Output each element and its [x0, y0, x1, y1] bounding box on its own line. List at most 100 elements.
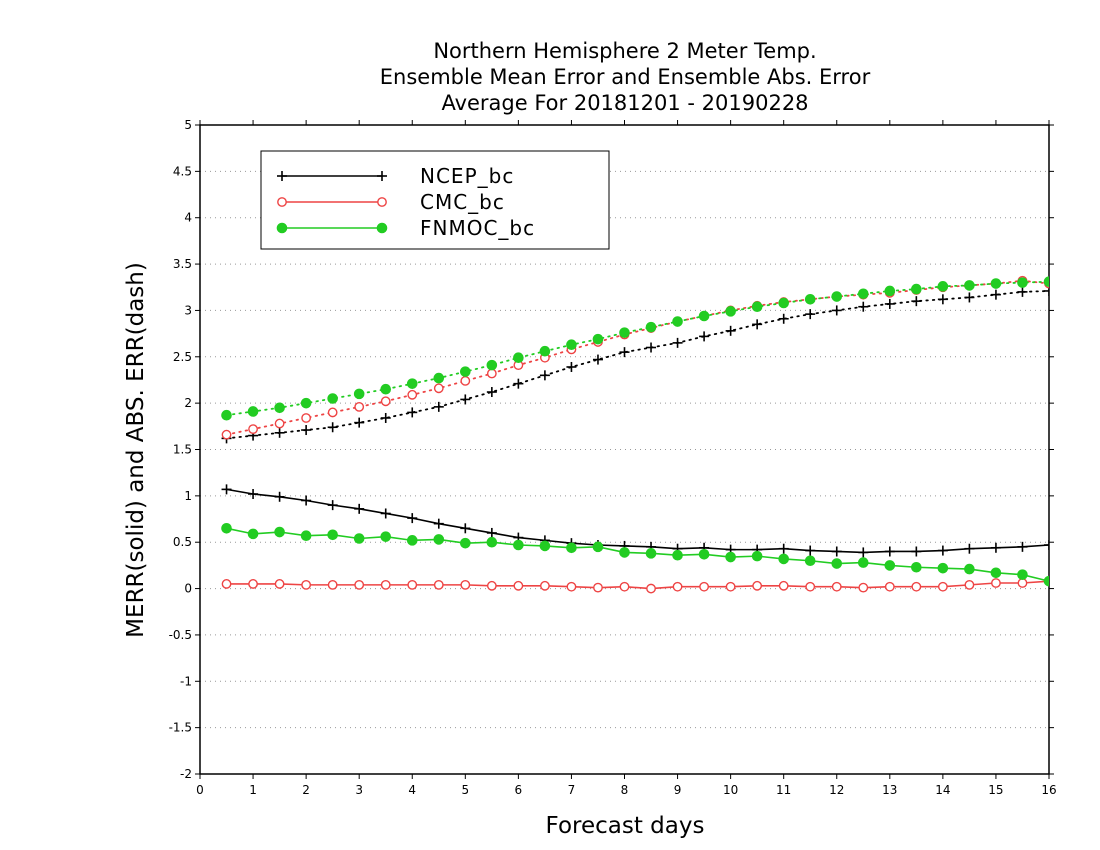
- ncep-bc-merr-point: [1044, 539, 1049, 550]
- ncep-bc-abs-err-point: [274, 427, 285, 438]
- fnmoc-bc-abs-err-point: [725, 306, 736, 317]
- ncep-bc-abs-err-point: [301, 425, 312, 436]
- fnmoc-bc-merr-point: [327, 529, 338, 541]
- fnmoc-bc-abs-err-point: [274, 402, 285, 414]
- ncep-bc-merr-point: [221, 484, 232, 495]
- fnmoc-bc-abs-err-point: [778, 297, 789, 309]
- cmc-bc-merr-point: [407, 579, 418, 590]
- fnmoc-bc-abs-err-point: [433, 372, 445, 384]
- x-tick-label: 12: [829, 783, 844, 797]
- title-line-3: Average For 20181201 - 20190228: [441, 91, 808, 115]
- cmc-bc-merr-point: [752, 580, 763, 591]
- fnmoc-bc-merr-point: [698, 548, 710, 560]
- fnmoc-bc-merr-point: [804, 555, 816, 567]
- cmc-bc-merr-point: [991, 578, 1001, 588]
- y-tick-label: 1.5: [173, 443, 192, 457]
- cmc-bc-merr-point: [433, 579, 444, 590]
- ncep-bc-merr-point: [805, 545, 816, 556]
- fnmoc-bc-abs-err-line: [225, 280, 1049, 417]
- fnmoc-bc-abs-err-point: [380, 383, 392, 395]
- ncep-bc-merr-point: [407, 513, 418, 524]
- ncep-bc-abs-err-point: [725, 325, 736, 336]
- cmc-bc-merr-point: [513, 580, 524, 591]
- cmc-bc-merr-point: [566, 581, 577, 592]
- legend-box: [260, 150, 610, 250]
- fnmoc-bc-abs-err-point: [804, 294, 816, 305]
- x-tick-label: 10: [723, 783, 738, 797]
- fnmoc-bc-abs-err-point: [221, 409, 232, 421]
- ncep-bc-merr-point: [1017, 541, 1028, 552]
- cmc-bc-merr-point: [884, 581, 895, 592]
- ncep-bc-abs-err-point: [858, 301, 869, 312]
- ncep-bc-abs-err-line: [225, 290, 1049, 440]
- cmc-bc-abs-err-point: [486, 368, 497, 379]
- cmc-bc-merr-point: [672, 581, 683, 592]
- fnmoc-bc-abs-err-point: [619, 327, 630, 338]
- series-plot: [221, 275, 1049, 594]
- legend-marker: [276, 222, 288, 234]
- fnmoc-bc-abs-err-point: [751, 301, 763, 313]
- y-tick-label: 0.5: [173, 535, 192, 549]
- cmc-bc-merr-line: [226, 580, 1049, 590]
- cmc-bc-abs-err-point: [248, 424, 258, 435]
- fnmoc-bc-merr-point: [406, 535, 418, 546]
- fnmoc-bc-merr-point: [672, 549, 683, 561]
- cmc-bc-merr-point: [380, 579, 391, 590]
- cmc-bc-abs-err-point: [380, 396, 391, 407]
- x-tick-label: 15: [988, 783, 1003, 797]
- cmc-bc-merr-point: [327, 579, 338, 590]
- ncep-bc-abs-err-point: [592, 354, 603, 365]
- cmc-bc-merr-point: [725, 581, 736, 592]
- y-tick-label: 1: [184, 489, 192, 503]
- ncep-bc-abs-err-point: [778, 313, 789, 324]
- fnmoc-bc-merr-point: [1017, 569, 1028, 580]
- fnmoc-bc-abs-err-point: [539, 345, 551, 357]
- cmc-bc-merr-point: [619, 581, 630, 592]
- fnmoc-bc-merr-point: [486, 536, 498, 548]
- ncep-bc-abs-err-point: [354, 417, 365, 428]
- cmc-bc-merr-point: [221, 579, 232, 589]
- cmc-bc-merr-point: [911, 581, 922, 592]
- ncep-bc-abs-err-point: [805, 309, 816, 320]
- cmc-bc-abs-err-point: [460, 375, 471, 386]
- title-line-1: Northern Hemisphere 2 Meter Temp.: [433, 39, 816, 63]
- fnmoc-bc-merr-point: [645, 548, 657, 559]
- fnmoc-bc-abs-err-point: [300, 397, 312, 409]
- ncep-bc-merr-point: [964, 543, 975, 554]
- fnmoc-bc-merr-point: [778, 553, 789, 565]
- cmc-bc-merr-point: [937, 581, 948, 592]
- ncep-bc-merr-point: [380, 508, 391, 519]
- cmc-bc-abs-err-point: [433, 383, 444, 394]
- ncep-bc-abs-err-point: [380, 412, 391, 423]
- ncep-bc-abs-err-point: [486, 387, 497, 398]
- fnmoc-bc-merr-point: [380, 531, 392, 542]
- fnmoc-bc-abs-err-point: [460, 366, 471, 377]
- cmc-bc-abs-err-line: [225, 279, 1049, 436]
- cmc-bc-merr-point: [486, 580, 497, 591]
- fnmoc-bc-merr-point: [539, 540, 551, 552]
- x-axis-label: Forecast days: [546, 813, 705, 839]
- fnmoc-bc-merr-point: [592, 541, 604, 553]
- ncep-bc-abs-err-point: [539, 370, 550, 381]
- ncep-bc-abs-err-point: [1017, 286, 1028, 297]
- ncep-bc-merr-point: [937, 545, 948, 556]
- x-tick-label: 13: [882, 783, 897, 797]
- fnmoc-bc-merr-point: [725, 551, 736, 563]
- cmc-bc-abs-err-point: [301, 413, 312, 423]
- ncep-bc-abs-err-point: [752, 319, 763, 330]
- fnmoc-bc-abs-err-point: [884, 285, 896, 297]
- fnmoc-bc-abs-err-point: [698, 310, 710, 322]
- legend-label: CMC_bc: [420, 190, 505, 214]
- cmc-bc-abs-err-point: [221, 429, 232, 440]
- fnmoc-bc-merr-point: [937, 562, 949, 574]
- cmc-bc-merr-point: [858, 582, 869, 593]
- ncep-bc-merr-point: [327, 500, 338, 511]
- ncep-bc-abs-err-point: [327, 422, 338, 433]
- legend-marker: [377, 171, 387, 181]
- x-tick-label: 4: [408, 783, 416, 797]
- fnmoc-bc-merr-point: [1043, 575, 1049, 587]
- fnmoc-bc-abs-err-point: [566, 339, 577, 351]
- fnmoc-bc-merr-point: [857, 557, 869, 568]
